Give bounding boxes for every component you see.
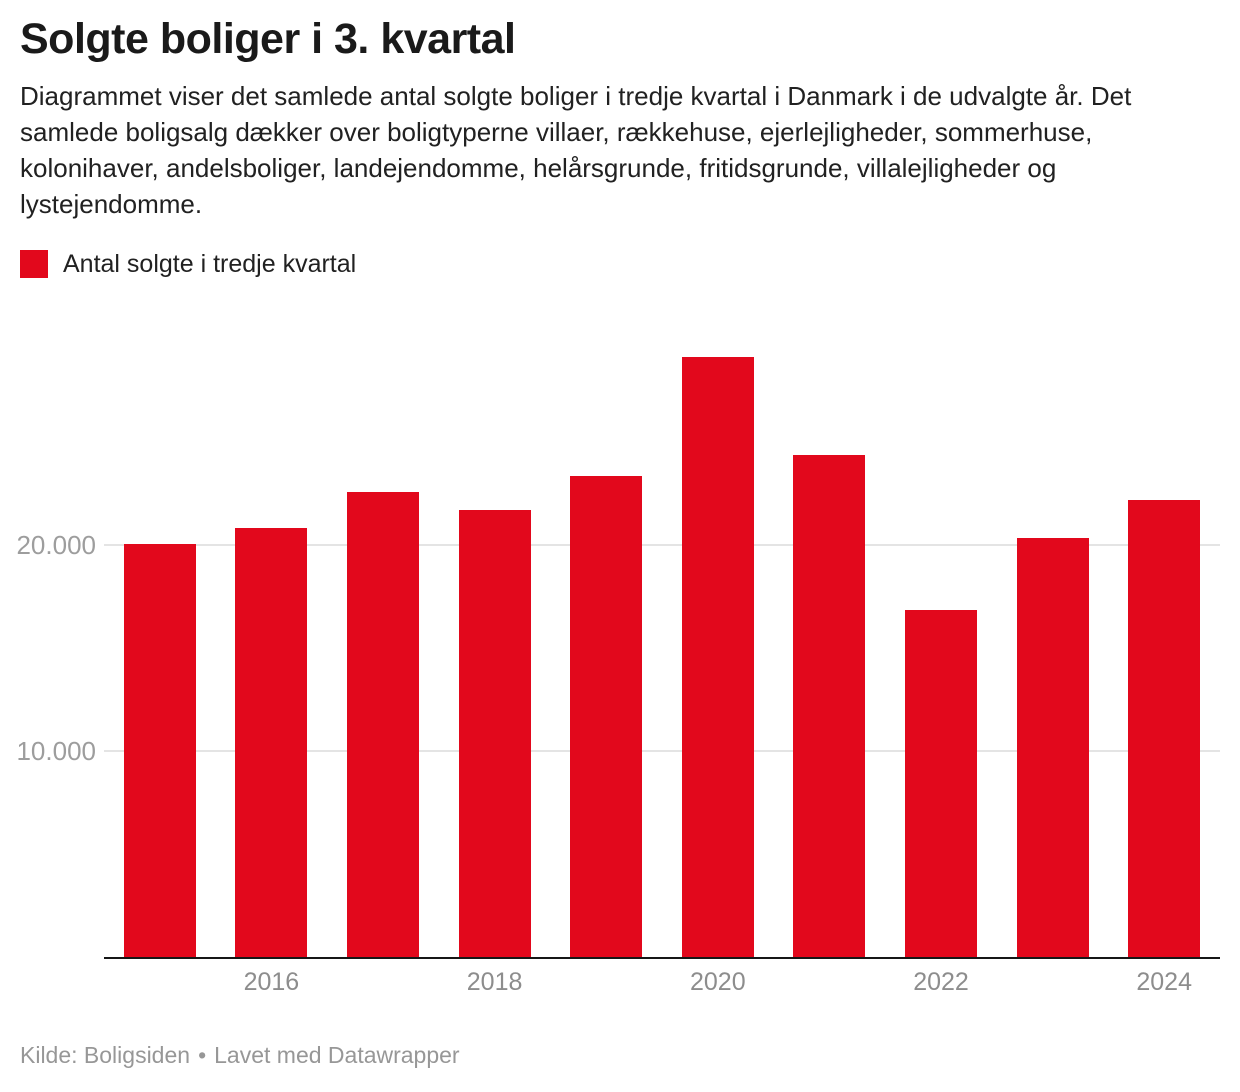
legend-label: Antal solgte i tredje kvartal — [63, 250, 357, 278]
bar-slot-2017 — [327, 300, 439, 958]
bar-2017[interactable] — [346, 492, 419, 958]
bar-2019[interactable] — [570, 476, 643, 958]
footer-separator: • — [198, 1042, 207, 1068]
y-tick-label-20.000: 20.000 — [16, 530, 96, 560]
chart-title: Solgte boliger i 3. kvartal — [20, 15, 516, 63]
bar-2024[interactable] — [1128, 500, 1201, 958]
bar-2018[interactable] — [458, 510, 531, 958]
bar-slot-2022 — [885, 300, 997, 958]
x-tick-label-2020: 2020 — [689, 968, 746, 996]
bars-container — [104, 300, 1220, 958]
bar-slot-2020 — [662, 300, 774, 958]
datawrapper-attribution-link[interactable]: Lavet med Datawrapper — [214, 1042, 460, 1068]
x-tick-label-2024: 2024 — [1136, 968, 1192, 996]
chart-description: Diagrammet viser det samlede antal solgt… — [20, 81, 1132, 219]
bar-slot-2021 — [774, 300, 886, 958]
bar-2016[interactable] — [235, 528, 308, 958]
bar-slot-2018 — [439, 300, 551, 958]
bar-2021[interactable] — [793, 455, 866, 958]
y-tick-label-10.000: 10.000 — [16, 736, 96, 766]
gridline-10.000 — [104, 750, 1220, 752]
bar-slot-2024 — [1108, 300, 1220, 958]
bar-slot-2016 — [216, 300, 328, 958]
x-tick-label-2016: 2016 — [243, 968, 300, 996]
bar-2015[interactable] — [123, 544, 196, 958]
x-tick-label-2018: 2018 — [466, 968, 523, 996]
bar-slot-2015 — [104, 300, 216, 958]
gridline-20.000 — [104, 544, 1220, 546]
bar-2023[interactable] — [1016, 538, 1089, 958]
plot-area — [104, 300, 1220, 959]
source-label: Kilde: Boligsiden — [20, 1042, 191, 1068]
bar-slot-2019 — [550, 300, 662, 958]
x-tick-label-2022: 2022 — [913, 968, 969, 996]
bar-2020[interactable] — [681, 357, 754, 958]
legend-swatch — [20, 250, 48, 278]
legend: Antal solgte i tredje kvartal — [20, 250, 356, 278]
bar-2022[interactable] — [904, 610, 977, 958]
source-line: Kilde: Boligsiden • Lavet med Datawrapper — [20, 1041, 460, 1069]
x-axis-line — [104, 957, 1220, 959]
bar-slot-2023 — [997, 300, 1109, 958]
